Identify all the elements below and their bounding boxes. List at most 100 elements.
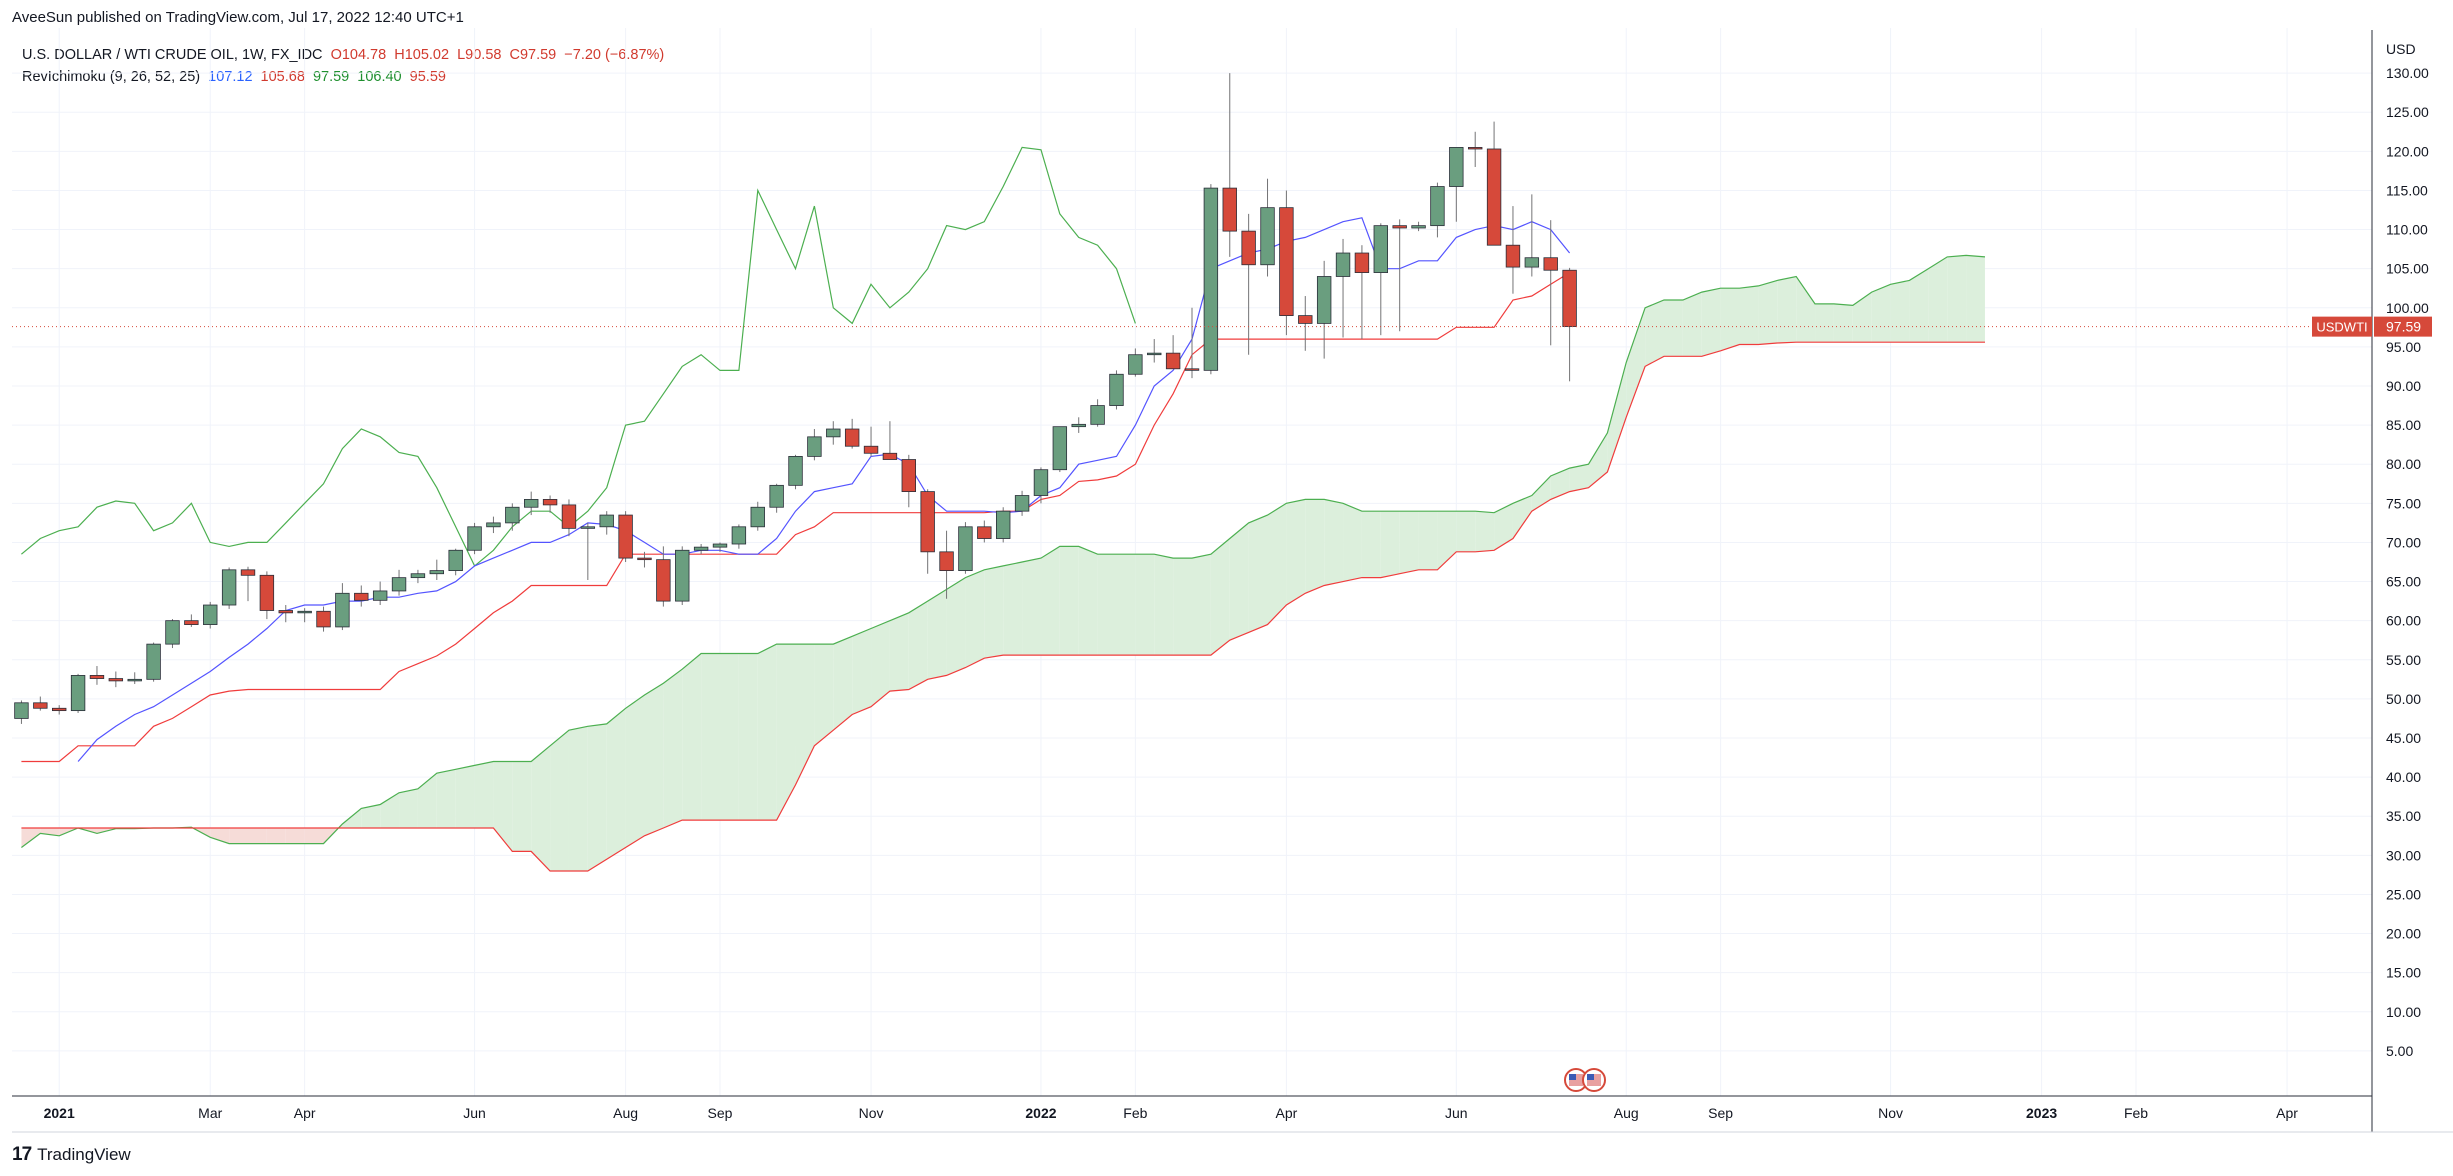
candle-up xyxy=(599,511,614,535)
cloud-segment-bull xyxy=(474,761,494,828)
candle-up xyxy=(486,516,501,534)
candle-up xyxy=(1260,178,1275,277)
candle-body xyxy=(505,506,520,524)
cloud-segment-bull xyxy=(1267,503,1287,625)
currency-label: USD xyxy=(2386,41,2416,57)
candle-down xyxy=(1486,121,1502,246)
cloud-segment-bull xyxy=(1286,499,1306,606)
span-a-line xyxy=(21,254,1986,848)
symbol-name: U.S. DOLLAR / WTI CRUDE OIL, 1W, FX_IDC xyxy=(22,47,323,63)
candle-down xyxy=(184,614,199,627)
x-tick-label: Sep xyxy=(708,1105,733,1121)
cloud-segment-bull xyxy=(927,589,947,680)
cloud-segment-bull xyxy=(908,601,928,690)
candle-body xyxy=(1203,187,1219,371)
candle-body xyxy=(1279,207,1294,316)
candle-body xyxy=(108,678,124,682)
footer[interactable]: 17 TradingView xyxy=(12,1144,131,1166)
lagging-line xyxy=(21,146,1136,567)
candle-up xyxy=(958,522,973,574)
y-tick-label: 70.00 xyxy=(2386,534,2421,550)
cloud-segment-bull xyxy=(1966,255,1985,343)
candle-body xyxy=(580,526,596,529)
candle-body xyxy=(1052,426,1068,471)
cloud-segment-bull xyxy=(663,669,683,828)
candle-body xyxy=(486,522,501,528)
ichimoku-cloud xyxy=(21,255,1985,871)
cloud-segment-bull xyxy=(1437,511,1457,570)
cloud-segment-bull xyxy=(701,653,720,821)
candle-body xyxy=(958,526,973,572)
candle-body xyxy=(618,514,633,559)
time-axis: 2021 Mar Apr Jun Aug Sep Nov 2022 Feb Apr Jun Aug Se… xyxy=(44,1105,2299,1121)
candle-body xyxy=(637,557,652,561)
cloud-segment-bull xyxy=(1607,362,1627,473)
candle-down xyxy=(844,418,860,449)
cloud-segment-bull xyxy=(1097,554,1117,656)
candle-up xyxy=(70,673,86,713)
cloud-segment-bull xyxy=(1833,303,1853,343)
cloud-segment-bull xyxy=(1890,280,1910,343)
cloud-segment-bull xyxy=(625,694,645,848)
candle-body xyxy=(1260,207,1275,266)
close-value: C97.59 xyxy=(509,47,557,63)
candle-up xyxy=(675,546,690,606)
cloud-segment-bull xyxy=(1210,538,1230,656)
candle-up xyxy=(14,700,29,724)
cloud-segment-bull xyxy=(682,653,702,821)
candle-body xyxy=(769,484,784,508)
candle-body xyxy=(788,455,803,486)
y-tick-label: 120.00 xyxy=(2386,143,2429,159)
candle-down xyxy=(939,530,954,599)
x-tick-label: Feb xyxy=(1123,1105,1147,1121)
cloud-segment-bear xyxy=(266,827,286,844)
cloud-segment-bull xyxy=(965,569,985,668)
candle-up xyxy=(467,522,482,555)
candle-down xyxy=(863,426,879,457)
candle-down xyxy=(1392,219,1407,332)
cloud-segment-bull xyxy=(531,745,551,871)
candle-body xyxy=(203,604,218,625)
candle-up xyxy=(1411,221,1426,232)
candle-down xyxy=(354,585,369,607)
candle-body xyxy=(844,428,860,447)
candle-body xyxy=(259,574,275,611)
candle-body xyxy=(297,610,312,614)
cloud-segment-bull xyxy=(1040,546,1060,656)
candle-body xyxy=(1449,147,1464,187)
x-tick-label: Jun xyxy=(1445,1105,1468,1121)
candle-body xyxy=(1298,315,1313,324)
candle-down xyxy=(977,520,992,543)
us-flag-event-icon[interactable] xyxy=(1564,1068,1588,1092)
candle-body xyxy=(920,491,935,553)
candle-body xyxy=(1354,252,1370,273)
y-tick-label: 40.00 xyxy=(2386,769,2421,785)
candle-body xyxy=(1505,244,1521,268)
y-tick-label: 35.00 xyxy=(2386,808,2421,824)
cloud-segment-bull xyxy=(399,788,418,828)
cloud-segment-bull xyxy=(1135,554,1155,656)
cloud-segment-bull xyxy=(1512,495,1532,539)
candle-body xyxy=(221,569,237,606)
candle-body xyxy=(1562,269,1577,327)
candle-body xyxy=(354,592,369,601)
candle-body xyxy=(391,577,407,592)
candle-down xyxy=(1505,206,1521,294)
candle-down xyxy=(316,606,331,632)
us-flag-event-icon[interactable] xyxy=(1582,1068,1606,1092)
candle-up xyxy=(788,454,803,490)
price-tag xyxy=(2374,316,2432,337)
y-tick-label: 115.00 xyxy=(2386,182,2428,198)
symbol-legend-row[interactable]: U.S. DOLLAR / WTI CRUDE OIL, 1W, FX_IDC … xyxy=(22,44,668,66)
candle-body xyxy=(1316,276,1332,324)
cloud-segment-bull xyxy=(1475,511,1495,552)
candle-down xyxy=(1222,73,1237,257)
candle-up xyxy=(1052,426,1068,473)
candle-body xyxy=(693,546,709,551)
candle-down xyxy=(1298,296,1313,351)
cloud-segment-bear xyxy=(285,827,305,844)
candle-body xyxy=(240,569,256,576)
candle-body xyxy=(410,573,426,579)
candle-up xyxy=(524,491,539,516)
